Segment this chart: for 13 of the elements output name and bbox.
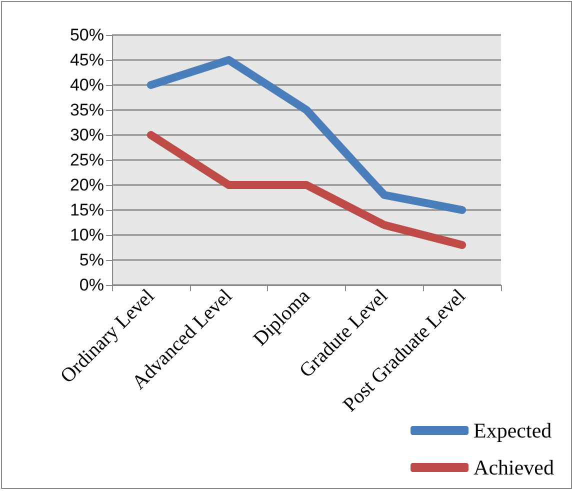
y-tick-label: 15%: [70, 200, 104, 220]
y-tick-label: 50%: [70, 26, 104, 44]
y-tick-label: 35%: [70, 100, 104, 120]
legend-label: Expected: [474, 418, 552, 442]
y-tick-label: 5%: [79, 250, 104, 270]
y-tick-label: 20%: [70, 176, 104, 194]
y-tick-label: 10%: [70, 226, 104, 244]
y-tick-label: 45%: [70, 50, 104, 70]
y-tick-label: 30%: [70, 126, 104, 144]
y-tick-label: 25%: [70, 150, 104, 170]
y-tick-label: 40%: [70, 76, 104, 94]
y-tick-label: 0%: [79, 276, 104, 294]
legend-label: Achieved: [474, 456, 554, 480]
